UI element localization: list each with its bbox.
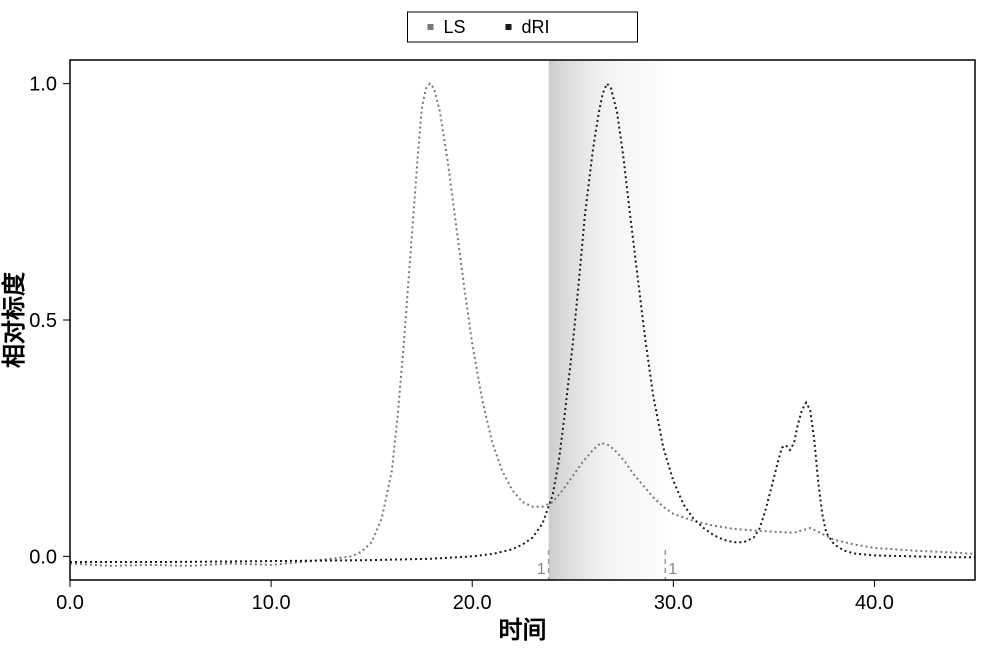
- x-tick-label: 0.0: [56, 592, 84, 614]
- series-dri: [70, 84, 975, 562]
- x-tick-label: 40.0: [855, 592, 894, 614]
- legend-label: LS: [444, 17, 466, 37]
- legend-marker: [506, 24, 512, 30]
- x-tick-label: 10.0: [252, 592, 291, 614]
- band-right-label: 1: [668, 561, 677, 578]
- band-left-label: 1: [537, 561, 546, 578]
- y-tick-label: 0.0: [29, 546, 57, 568]
- y-axis-label: 相对标度: [0, 271, 28, 368]
- x-tick-label: 30.0: [654, 592, 693, 614]
- legend-label: dRI: [522, 17, 550, 37]
- plot-border: [70, 60, 975, 580]
- chart-svg: 110.010.020.030.040.00.00.51.0时间相对标度LSdR…: [0, 0, 1000, 657]
- highlight-band: [549, 60, 666, 580]
- series-ls: [70, 84, 975, 566]
- x-tick-label: 20.0: [453, 592, 492, 614]
- chromatogram-chart: 110.010.020.030.040.00.00.51.0时间相对标度LSdR…: [0, 0, 1000, 657]
- y-tick-label: 1.0: [29, 74, 57, 96]
- legend-marker: [428, 24, 434, 30]
- x-axis-label: 时间: [499, 617, 547, 644]
- y-tick-label: 0.5: [29, 310, 57, 332]
